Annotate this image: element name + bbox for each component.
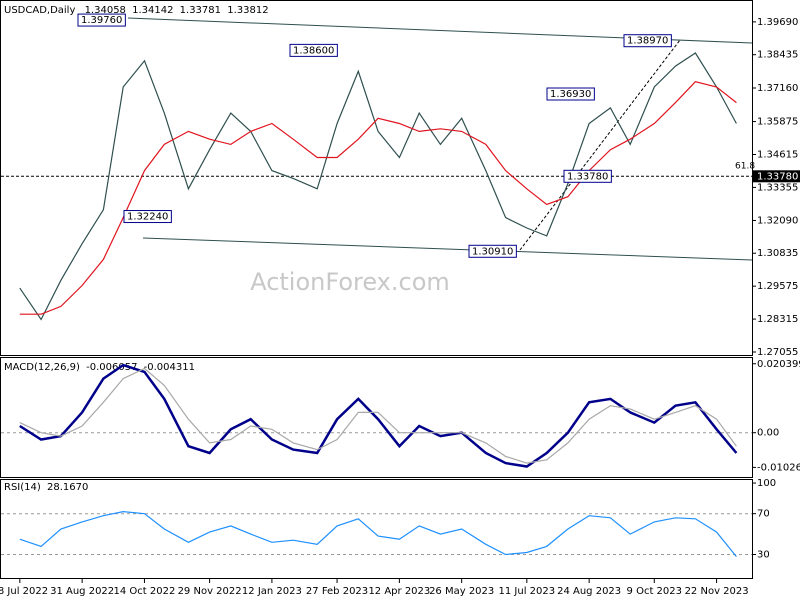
annotation-label: 1.33780 — [567, 171, 608, 182]
rsi-panel — [0, 479, 753, 579]
macd-title: MACD(12,26,9) — [4, 362, 80, 373]
lower-trendline — [142, 237, 753, 261]
watermark: ActionForex.com — [250, 268, 450, 296]
annotation-label: 1.38600 — [293, 45, 334, 56]
annotation-box — [123, 210, 172, 224]
rsi-header: RSI(14) 28.1670 — [4, 482, 88, 493]
ohlc-value: 1.33812 — [227, 5, 268, 16]
y-tick-label: 1.37160 — [757, 83, 798, 94]
annotation-label: 1.32240 — [127, 212, 168, 223]
annotation-label: 1.30910 — [472, 246, 513, 257]
series-line — [19, 367, 737, 464]
y-tick-label: 1.35875 — [757, 117, 798, 128]
y-tick-label: 0.00 — [757, 428, 779, 439]
y-tick-label: 30 — [757, 550, 770, 561]
x-tick-label: 12 Apr 2023 — [368, 586, 430, 597]
macd-reading: -0.004311 — [144, 362, 195, 373]
symbol: USDCAD,Daily — [4, 5, 75, 16]
x-tick-label: 26 May 2023 — [429, 586, 494, 597]
fib-label: 61.8 — [735, 162, 755, 172]
y-tick-label: 1.33355 — [757, 182, 798, 193]
y-tick-label: 0.020399 — [757, 359, 800, 370]
y-tick-label: 1.27055 — [757, 347, 798, 358]
annotation-label: 1.36930 — [550, 89, 591, 100]
ohlc-value: 1.33781 — [180, 5, 221, 16]
macd-panel — [0, 357, 753, 478]
series-line — [19, 81, 737, 315]
y-tick-label: 1.39690 — [757, 17, 798, 28]
y-tick-label: 1.34615 — [757, 149, 798, 160]
y-tick-label: 100 — [757, 478, 776, 489]
annotation-box — [546, 87, 595, 101]
annotation-box — [77, 13, 126, 27]
annotation-label: 1.38970 — [627, 36, 668, 47]
price-header: USDCAD,Daily 1.34058 1.34142 1.33781 1.3… — [4, 5, 269, 16]
x-tick-label: 22 Nov 2023 — [685, 586, 749, 597]
annotation-box — [623, 34, 672, 48]
y-tick-label: 1.30835 — [757, 248, 798, 259]
last-price-box — [752, 170, 800, 183]
x-tick-label: 29 Nov 2022 — [178, 586, 242, 597]
macd-reading: -0.006057 — [86, 362, 137, 373]
x-tick-label: 24 Aug 2023 — [557, 586, 621, 597]
macd-header: MACD(12,26,9) -0.006057 -0.004311 — [4, 362, 195, 373]
rsi-title: RSI(14) — [4, 482, 41, 493]
x-tick-label: 31 Aug 2022 — [50, 586, 114, 597]
y-tick-label: 1.38435 — [757, 50, 798, 61]
series-line — [19, 52, 737, 321]
annotation-box — [468, 244, 517, 258]
annotation-box — [563, 169, 612, 183]
y-tick-label: 1.28315 — [757, 314, 798, 325]
x-tick-label: 11 Jul 2023 — [499, 586, 556, 597]
last-price-label: 1.33780 — [757, 171, 798, 182]
series-line — [19, 510, 737, 557]
y-tick-label: 1.29575 — [757, 281, 798, 292]
x-tick-label: 18 Jul 2022 — [0, 586, 48, 597]
y-tick-label: 1.32090 — [757, 215, 798, 226]
annotation-box — [289, 43, 338, 57]
y-tick-label: -0.01026 — [757, 462, 800, 473]
x-tick-label: 27 Feb 2023 — [306, 586, 368, 597]
ohlc-value: 1.34142 — [132, 5, 173, 16]
x-tick-label: 12 Jan 2023 — [242, 586, 302, 597]
fib-line — [519, 39, 681, 251]
y-tick-label: 70 — [757, 509, 770, 520]
annotation-label: 1.39760 — [81, 15, 122, 26]
ohlc-value: 1.34058 — [85, 5, 126, 16]
series-line — [19, 363, 738, 468]
rsi-reading: 28.1670 — [47, 482, 88, 493]
x-tick-label: 14 Oct 2022 — [114, 586, 176, 597]
x-tick-label: 9 Oct 2023 — [627, 586, 682, 597]
